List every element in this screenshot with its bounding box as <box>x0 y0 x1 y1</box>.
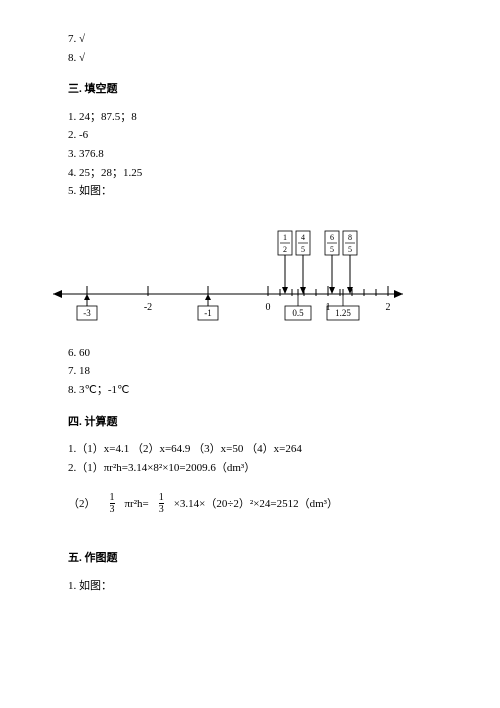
s5-l1: 1. 如图： <box>68 578 442 596</box>
s3-a6: 6. 60 <box>68 345 442 363</box>
fraction-icon: 1 3 <box>159 493 164 515</box>
section3-title: 三. 填空题 <box>68 81 442 99</box>
section4-title: 四. 计算题 <box>68 414 442 432</box>
item-7: 7. √ <box>68 31 442 49</box>
s3-a7: 7. 18 <box>68 363 442 381</box>
s3-a3: 3. 376.8 <box>68 146 442 164</box>
svg-text:-3: -3 <box>83 308 91 318</box>
s3-a1: 1. 24；87.5；8 <box>68 109 442 127</box>
svg-text:0: 0 <box>266 302 271 313</box>
number-line-diagram: -3 -2 -1 0 0.5 1 1.25 2 1 2 4 5 6 5 8 5 <box>38 219 442 339</box>
item-8: 8. √ <box>68 50 442 68</box>
svg-text:-1: -1 <box>204 308 212 318</box>
svg-text:8: 8 <box>348 233 352 242</box>
s4-l2: 2.（1）πr²h=3.14×8²×10=2009.6（dm³） <box>68 460 442 478</box>
s3-a4: 4. 25；28；1.25 <box>68 165 442 183</box>
s4-l1: 1.（1）x=4.1 （2）x=64.9 （3）x=50 （4）x=264 <box>68 441 442 459</box>
s3-a2: 2. -6 <box>68 127 442 145</box>
svg-text:2: 2 <box>283 245 287 254</box>
svg-text:1: 1 <box>326 302 331 313</box>
svg-text:0.5: 0.5 <box>292 308 304 318</box>
svg-text:2: 2 <box>386 302 391 313</box>
section5-title: 五. 作图题 <box>68 550 442 568</box>
s4-l3: （2） 1 3 πr²h= 1 3 ×3.14×（20÷2）²×24=2512（… <box>68 493 338 515</box>
s3-a5: 5. 如图： <box>68 183 442 201</box>
s3-a8: 8. 3℃；-1℃ <box>68 382 442 400</box>
svg-text:6: 6 <box>330 233 334 242</box>
s4-l3-p2: πr²h= <box>125 496 149 514</box>
svg-text:1: 1 <box>283 233 287 242</box>
s4-l3-p1: （2） <box>68 496 96 514</box>
svg-text:5: 5 <box>330 245 334 254</box>
fraction-icon: 1 3 <box>110 493 115 515</box>
svg-text:5: 5 <box>348 245 352 254</box>
svg-text:5: 5 <box>301 245 305 254</box>
svg-text:-2: -2 <box>144 302 152 313</box>
s4-l3-p3: ×3.14×（20÷2）²×24=2512（dm³） <box>174 496 338 514</box>
svg-text:4: 4 <box>301 233 305 242</box>
svg-text:1.25: 1.25 <box>335 308 351 318</box>
